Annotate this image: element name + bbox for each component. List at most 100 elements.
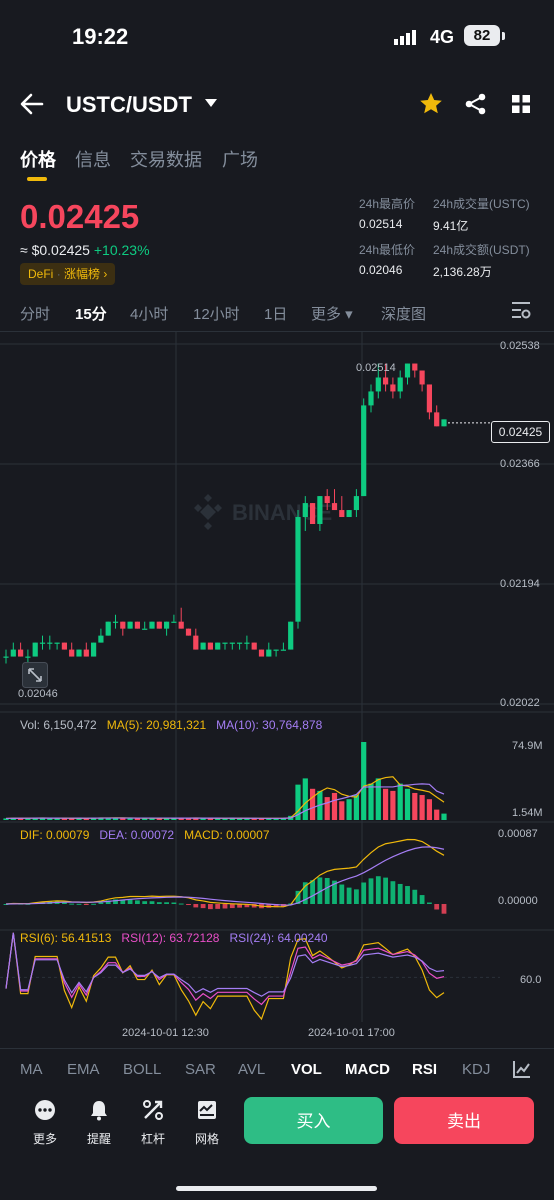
category-tag[interactable]: DeFi · 涨幅榜 › [20, 263, 116, 285]
candlestick-chart[interactable]: BINANCE [0, 332, 554, 1050]
indicator-settings-icon[interactable] [513, 1060, 531, 1078]
volume-bar [105, 817, 111, 820]
ind-tab-macd[interactable]: MACD [345, 1061, 390, 1078]
interval-line[interactable]: 分时 [20, 306, 51, 323]
volume-bar [32, 817, 38, 820]
chart-top-divider [0, 331, 554, 332]
volume-bar [441, 813, 447, 820]
candle-body [3, 656, 9, 658]
more-dots-icon [35, 1100, 55, 1120]
share-icon[interactable] [465, 93, 487, 115]
macd-histogram-bar [200, 904, 206, 909]
ind-tab-sar[interactable]: SAR [185, 1061, 216, 1078]
macd-histogram-bar [164, 902, 169, 904]
macd-dea: DEA: 0.00072 [99, 828, 175, 842]
volume-bar [3, 818, 9, 820]
volume-bar [178, 817, 184, 820]
vol-tick-top: 74.9M [512, 740, 543, 752]
macd-histogram-bar [441, 904, 447, 914]
candle-body [54, 642, 60, 644]
macd-histogram-bar [208, 904, 213, 910]
candle-body [346, 510, 352, 518]
ind-tab-vol[interactable]: VOL [291, 1061, 322, 1078]
macd-histogram-bar [354, 889, 359, 904]
volume-bar [404, 788, 411, 820]
toolbar-alert[interactable]: 提醒 [79, 1099, 119, 1147]
macd-histogram-bar [222, 904, 228, 909]
star-icon[interactable] [419, 92, 443, 115]
candle-body [39, 642, 46, 644]
price-sub: ≈ $0.02425 +10.23% [20, 242, 150, 258]
tab-trading-data[interactable]: 交易数据 [130, 150, 202, 170]
candle-body [193, 635, 199, 650]
interval-15m[interactable]: 15分 [75, 306, 107, 323]
sell-button[interactable]: 卖出 [394, 1097, 534, 1144]
ind-tab-rsi[interactable]: RSI [412, 1061, 438, 1078]
candle-body [178, 621, 184, 629]
volume-bar [353, 795, 359, 820]
candle-body [361, 405, 367, 497]
home-indicator [176, 1186, 377, 1191]
dropdown-caret-icon[interactable] [205, 99, 217, 107]
candle-body [383, 377, 389, 385]
interval-12h[interactable]: 12小时 [193, 306, 240, 323]
tab-square[interactable]: 广场 [222, 150, 258, 170]
macd-histogram-bar [405, 886, 410, 904]
chart-settings-icon[interactable] [511, 301, 531, 319]
grid-icon[interactable] [512, 95, 530, 113]
buy-button[interactable]: 买入 [244, 1097, 383, 1144]
tab-info[interactable]: 信息 [75, 150, 111, 170]
back-arrow-icon[interactable] [20, 93, 44, 115]
ind-tab-kdj[interactable]: KDJ [462, 1061, 490, 1078]
candle-body [61, 642, 67, 650]
pair-title[interactable]: USTC/USDT [66, 92, 192, 117]
candle-body [331, 503, 338, 511]
macd-histogram-bar [127, 899, 133, 904]
volume-bar [266, 818, 272, 820]
ind-tab-avl[interactable]: AVL [238, 1061, 266, 1078]
expand-icon[interactable] [22, 662, 48, 688]
candle-body [156, 621, 162, 629]
interval-1d[interactable]: 1日 [264, 306, 288, 323]
interval-depth[interactable]: 深度图 [381, 306, 427, 323]
candle-body [229, 642, 235, 644]
volume-bar [171, 817, 177, 820]
toolbar-grid[interactable]: 网格 [187, 1099, 227, 1147]
price-tick-2: 0.02366 [500, 458, 540, 470]
macd-histogram-bar [69, 903, 75, 905]
ind-tab-boll[interactable]: BOLL [123, 1061, 162, 1078]
ind-tab-ma[interactable]: MA [20, 1061, 43, 1078]
toolbar-more[interactable]: 更多 [25, 1099, 65, 1147]
volume-bar [310, 788, 316, 820]
ind-tab-ema[interactable]: EMA [67, 1061, 100, 1078]
candle-body [200, 642, 206, 650]
toolbar-more-label: 更多 [32, 1132, 57, 1146]
candle-body [18, 649, 24, 657]
candle-body [317, 496, 323, 524]
candle-body [302, 503, 308, 518]
volume-bar [39, 818, 46, 820]
volume-bar [383, 788, 389, 820]
volume-bar [69, 818, 75, 820]
candle-body [149, 621, 155, 629]
chevron-right-icon: › [103, 267, 108, 281]
candle-body [426, 384, 432, 413]
macd-histogram-bar [375, 876, 381, 904]
macd-histogram-bar [324, 877, 330, 904]
fiat-price: ≈ $0.02425 [20, 242, 90, 258]
tab-price[interactable]: 价格 [20, 150, 56, 170]
volume-bar [397, 783, 403, 820]
macd-histogram-bar [91, 903, 96, 905]
price-change: +10.23% [93, 242, 150, 258]
interval-more[interactable]: 更多 ▾ [311, 306, 353, 323]
candle-body [310, 503, 316, 524]
volume-bar [244, 818, 250, 820]
rsi12-line [5, 932, 445, 1006]
toolbar-leverage[interactable]: 杠杆 [133, 1099, 173, 1147]
low-marker: 0.02046 [18, 688, 58, 700]
macd-histogram-bar [120, 899, 126, 904]
candle-body [266, 649, 272, 657]
interval-4h[interactable]: 4小时 [130, 306, 169, 323]
grid-bot-icon [198, 1101, 216, 1119]
macd-histogram-bar [310, 880, 315, 904]
